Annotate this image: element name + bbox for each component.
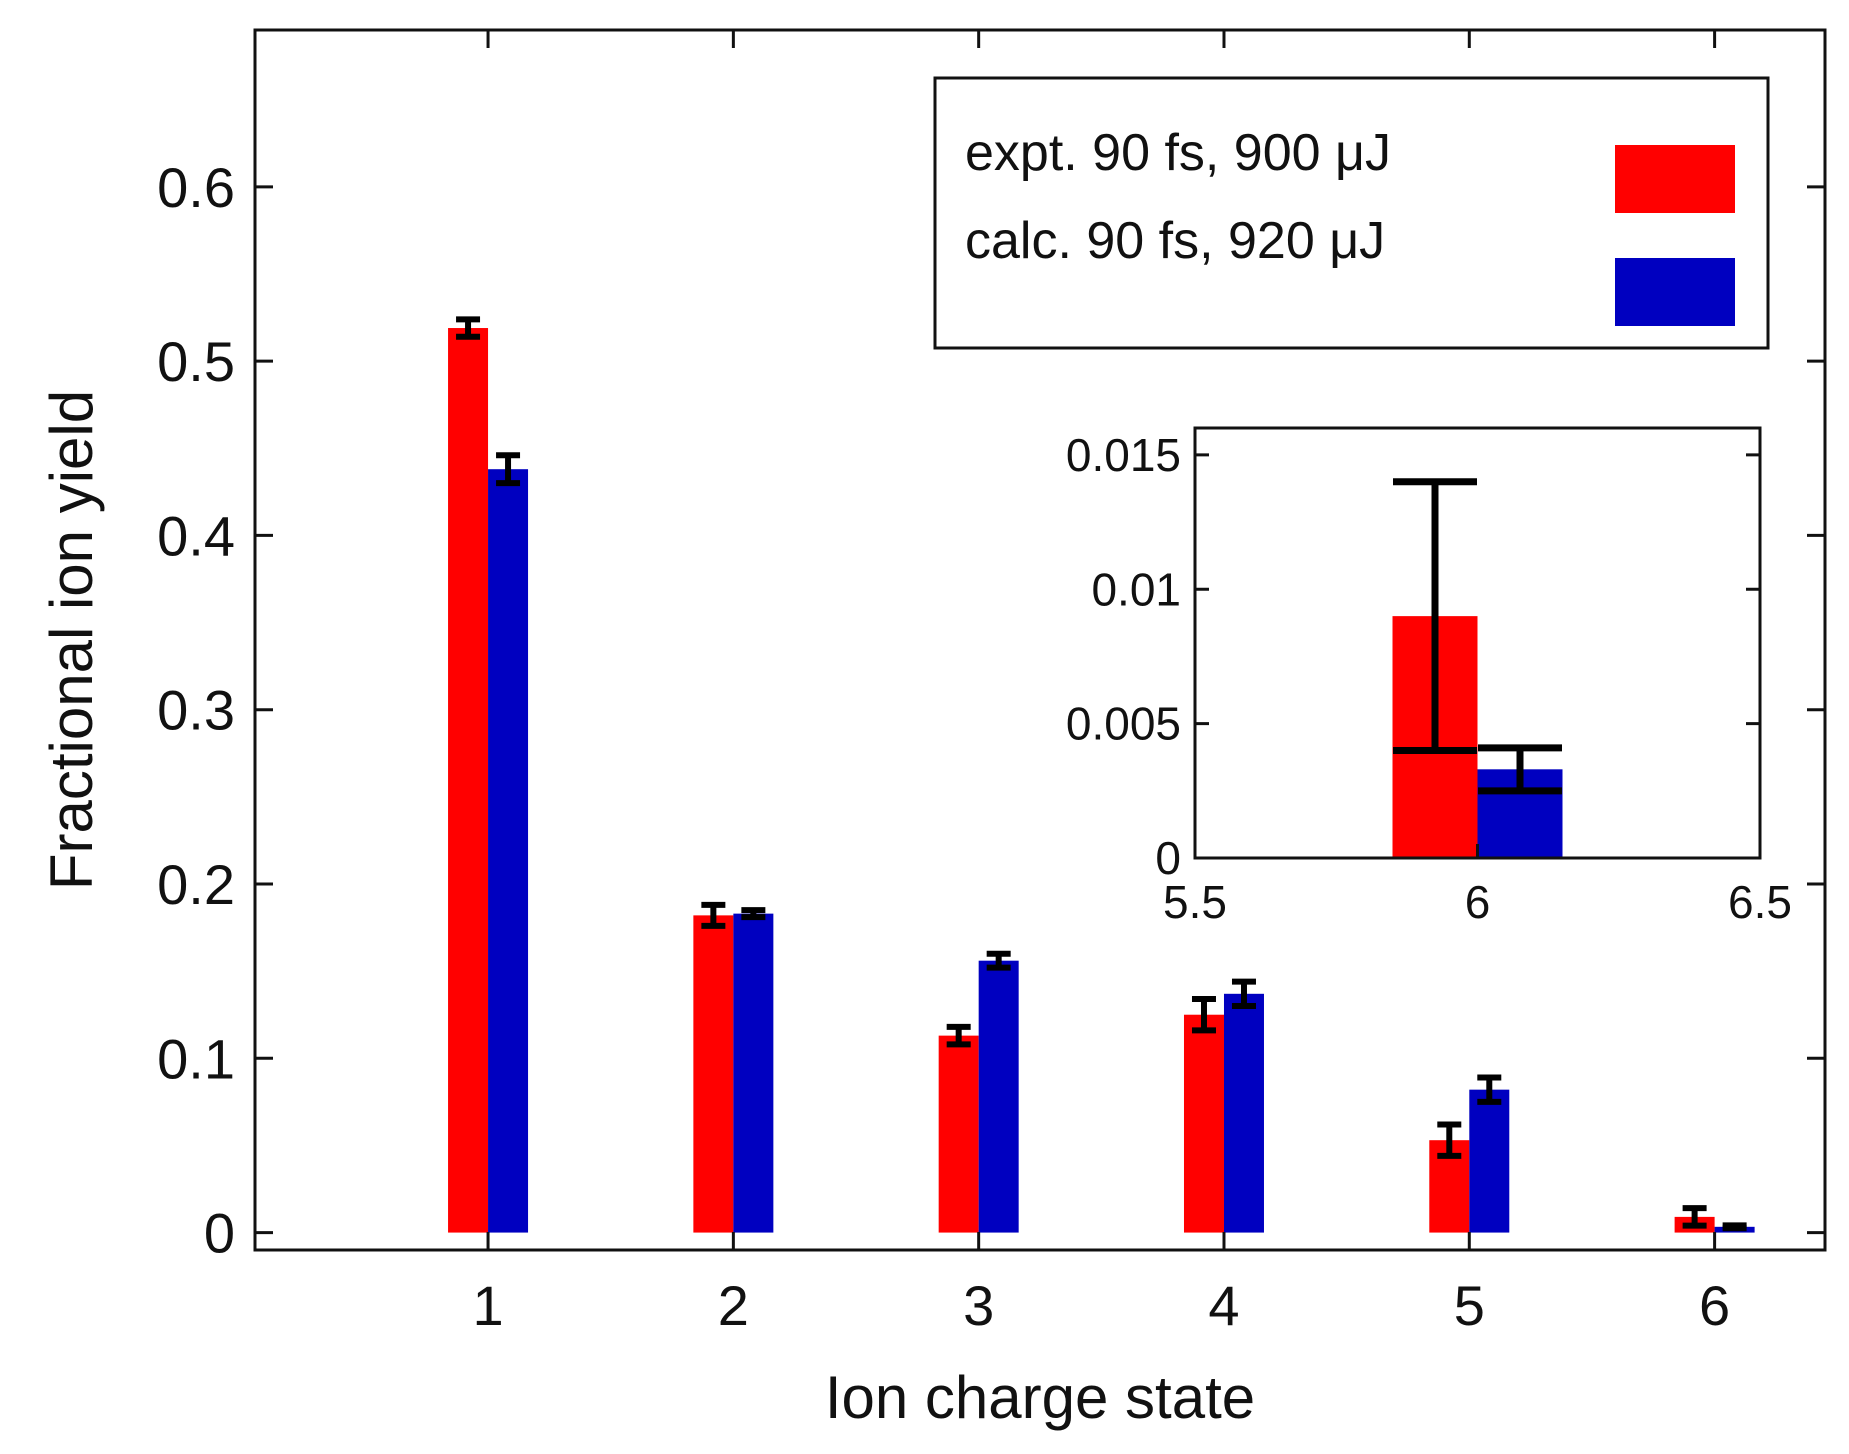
inset-y-tick-label: 0.015 xyxy=(1066,429,1181,481)
error-bar-expt-2 xyxy=(701,901,726,929)
bar-expt-4 xyxy=(1183,1014,1224,1233)
legend: expt. 90 fs, 900 μJ calc. 90 fs, 920 μJ xyxy=(933,76,1770,350)
bar-calc-1 xyxy=(488,469,529,1233)
error-bar-calc-6 xyxy=(1722,1222,1747,1232)
main-plot: 0 0.1 0.2 0.3 0.4 0.5 0.6 1 2 3 4 5 6 Ion charge stat… xyxy=(38,28,1827,1431)
error-bar-expt-4 xyxy=(1191,996,1216,1034)
bar-expt-3 xyxy=(938,1035,979,1233)
error-bar-expt-6 xyxy=(1682,1205,1707,1229)
inset-x-tick-label: 6 xyxy=(1465,876,1491,928)
legend-entry-calc: calc. 90 fs, 920 μJ xyxy=(965,212,1385,270)
plot-frame xyxy=(253,28,1827,1252)
bar-calc-2 xyxy=(733,913,774,1233)
inset-error-bar-calc xyxy=(1478,744,1562,795)
x-axis-title: Ion charge state xyxy=(825,1364,1255,1431)
error-bar-expt-5 xyxy=(1437,1121,1462,1159)
inset-x-tick-label: 5.5 xyxy=(1163,876,1227,928)
bar-expt-1 xyxy=(448,328,489,1233)
y-tick-label: 0.4 xyxy=(157,504,235,567)
error-bar-calc-4 xyxy=(1231,978,1256,1009)
bar-expt-2 xyxy=(693,915,734,1233)
y-tick-label: 0.6 xyxy=(157,156,235,219)
error-bar-expt-3 xyxy=(946,1023,971,1048)
y-axis-title: Fractional ion yield xyxy=(38,390,105,890)
legend-swatch-expt xyxy=(1615,145,1735,213)
error-bar-calc-5 xyxy=(1477,1074,1502,1105)
legend-entry-expt: expt. 90 fs, 900 μJ xyxy=(965,124,1391,182)
x-tick-label: 1 xyxy=(472,1274,503,1337)
error-bar-calc-1 xyxy=(496,452,521,487)
bar-calc-5 xyxy=(1469,1089,1510,1233)
y-tick-label: 0.3 xyxy=(157,679,235,742)
inset-error-bar-expt xyxy=(1393,478,1477,754)
inset-plot: 0 0.005 0.01 0.015 5.5 6 6.5 xyxy=(1066,426,1792,928)
inset-y-tick-label: 0.005 xyxy=(1066,698,1181,750)
x-tick-label: 3 xyxy=(963,1274,994,1337)
y-tick-label: 0 xyxy=(204,1202,235,1265)
y-tick-label: 0.5 xyxy=(157,330,235,393)
y-tick-label: 0.2 xyxy=(157,853,235,916)
inset-y-tick-label: 0 xyxy=(1155,832,1181,884)
error-bar-calc-3 xyxy=(986,950,1011,971)
bar-calc-3 xyxy=(978,960,1019,1233)
inset-x-tick-label: 6.5 xyxy=(1728,876,1792,928)
error-bar-expt-1 xyxy=(456,316,481,340)
x-tick-label: 2 xyxy=(718,1274,749,1337)
legend-swatch-calc xyxy=(1615,258,1735,326)
y-tick-label: 0.1 xyxy=(157,1027,235,1090)
inset-y-tick-label: 0.01 xyxy=(1091,563,1181,615)
x-tick-label: 6 xyxy=(1699,1274,1730,1337)
bar-calc-4 xyxy=(1223,993,1264,1233)
x-tick-label: 4 xyxy=(1208,1274,1239,1337)
error-bar-calc-2 xyxy=(741,907,766,921)
x-tick-label: 5 xyxy=(1454,1274,1485,1337)
